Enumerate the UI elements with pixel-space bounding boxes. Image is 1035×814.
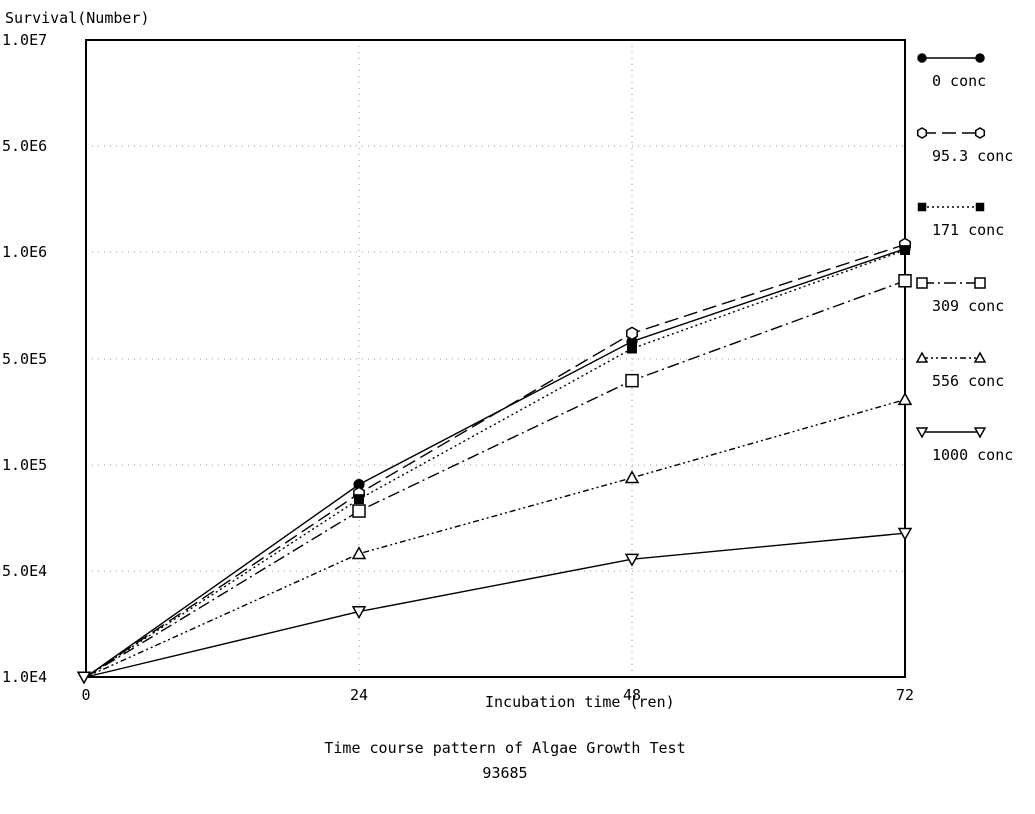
data-point — [354, 494, 364, 505]
marker-open-hexagon — [974, 127, 986, 139]
chart-title: Time course pattern of Algae Growth Test — [324, 739, 685, 757]
legend-entry: 556 conc — [915, 351, 1004, 390]
legend-entry: 1000 conc — [915, 427, 1013, 464]
y-tick-label: 5.0E6 — [2, 137, 47, 155]
legend-label: 309 conc — [932, 297, 1004, 315]
marker-open-triangle-down — [915, 427, 929, 439]
marker-filled-circle — [917, 53, 927, 63]
legend-label: 95.3 conc — [932, 147, 1013, 165]
y-tick-label: 1.0E7 — [2, 31, 47, 49]
marker-filled-circle — [975, 53, 985, 63]
legend-entry: 309 conc — [916, 277, 1004, 315]
series — [85, 392, 913, 678]
x-tick-label: 72 — [896, 686, 914, 704]
series-line — [85, 280, 906, 678]
marker-filled-square — [975, 202, 985, 212]
data-point — [900, 245, 910, 256]
legend: 0 conc 95.3 conc 171 conc 309 conc 556 conc 1… — [915, 53, 1013, 464]
data-point — [624, 470, 640, 484]
x-tick-label: 48 — [623, 686, 641, 704]
marker-open-square — [974, 277, 986, 289]
y-tick-label: 1.0E5 — [2, 456, 47, 474]
x-axis-label: Incubation time (ren) — [485, 693, 675, 711]
data-point — [627, 343, 637, 354]
marker-open-hexagon — [916, 127, 928, 139]
series — [85, 274, 912, 678]
y-tick-label: 5.0E5 — [2, 350, 47, 368]
series — [85, 237, 911, 678]
data-point — [626, 326, 638, 341]
data-point — [352, 504, 366, 518]
legend-label: 0 conc — [932, 72, 986, 90]
legend-label: 556 conc — [932, 372, 1004, 390]
series — [85, 527, 913, 678]
series — [85, 243, 911, 678]
y-tick-labels: 1.0E4 5.0E4 1.0E5 5.0E5 1.0E6 5.0E6 1.0E7 — [2, 31, 47, 686]
y-tick-label: 1.0E4 — [2, 668, 47, 686]
series-line — [85, 243, 906, 678]
marker-open-triangle-up — [915, 351, 929, 363]
data-point-origin — [76, 671, 92, 685]
y-tick-label: 1.0E6 — [2, 243, 47, 261]
plot-frame — [85, 39, 906, 678]
marker-filled-square — [917, 202, 927, 212]
data-point — [625, 373, 639, 388]
series-line — [85, 532, 906, 678]
grid-lines — [86, 40, 905, 677]
marker-open-triangle-down — [973, 427, 987, 439]
data-point — [624, 553, 640, 567]
data-point — [897, 527, 913, 541]
legend-label: 171 conc — [932, 221, 1004, 239]
y-tick-label: 5.0E4 — [2, 562, 47, 580]
x-tick-label: 0 — [81, 686, 90, 704]
legend-entry: 95.3 conc — [916, 127, 1013, 165]
data-point — [898, 274, 912, 288]
legend-label: 1000 conc — [932, 446, 1013, 464]
data-point — [897, 392, 913, 406]
x-tick-labels: 0 24 48 72 — [81, 686, 914, 704]
series-line — [85, 248, 906, 678]
legend-entry: 171 conc — [917, 202, 1004, 239]
data-point — [351, 546, 367, 560]
legend-entry: 0 conc — [917, 53, 986, 90]
series-line — [85, 249, 906, 678]
series — [85, 245, 910, 678]
marker-open-square — [916, 277, 928, 289]
marker-open-triangle-up — [973, 351, 987, 363]
x-tick-label: 24 — [350, 686, 368, 704]
y-axis-label: Survival(Number) — [5, 9, 150, 27]
data-point — [351, 606, 367, 620]
chart-subtitle: 93685 — [482, 764, 527, 782]
series-line — [85, 398, 906, 678]
series-layer — [76, 237, 913, 685]
